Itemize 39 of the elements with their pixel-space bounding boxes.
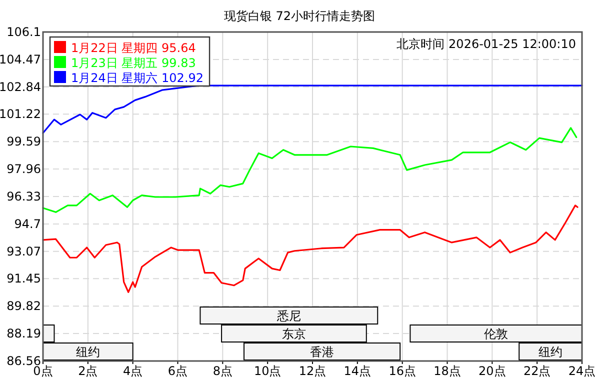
y-tick-label: 101.22 [0,107,41,122]
y-tick-label: 106.1 [6,25,41,39]
x-tick-label: 6点 [168,364,188,378]
x-tick-label: 16点 [388,364,416,378]
y-tick-label: 88.19 [6,326,41,341]
band-label: 悉尼 [276,309,301,323]
y-tick-label: 93.07 [6,244,41,258]
x-tick-label: 10点 [254,364,282,378]
band-label: 香港 [310,345,334,359]
x-tick-label: 24点 [568,364,596,378]
line-series [42,84,583,134]
y-tick-label: 97.96 [6,162,41,176]
band-label: 纽约 [76,345,100,359]
legend-label: 1月24日 星期六 102.92 [71,71,204,85]
x-tick-label: 22点 [523,364,551,378]
y-tick-label: 89.82 [6,299,41,314]
chart-title: 现货白银 72小时行情走势图 [224,9,376,23]
y-tick-label: 104.47 [0,52,41,66]
band-label: 东京 [282,327,306,341]
band-label: 伦敦 [484,327,508,341]
y-tick-label: 102.84 [0,80,41,94]
x-tick-label: 14点 [344,364,372,378]
band-label: 纽约 [538,345,563,359]
line-series [42,127,578,213]
y-tick-label: 91.45 [6,272,41,286]
x-tick-label: 8点 [212,364,232,378]
x-tick-label: 4点 [123,364,143,378]
y-tick-label: 94.7 [14,216,41,231]
legend-label: 1月23日 星期五 99.83 [71,56,196,70]
x-tick-label: 2点 [78,364,98,378]
y-tick-label: 96.33 [6,190,41,204]
legend-label: 1月22日 星期四 95.64 [71,41,196,55]
y-tick-label: 99.59 [6,134,41,149]
annotation: 北京时间 2026-01-25 12:00:10 [396,37,576,51]
x-tick-label: 18点 [434,364,461,378]
x-tick-label: 12点 [298,364,326,378]
x-tick-label: 0点 [33,364,53,378]
line-series [42,204,578,293]
x-tick-label: 20点 [478,364,506,378]
